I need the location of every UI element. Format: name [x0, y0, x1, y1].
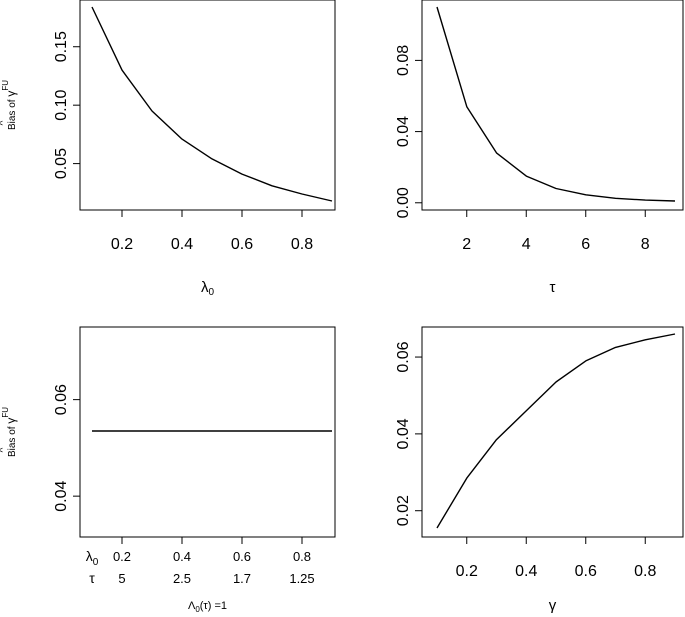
series-line — [436, 333, 676, 529]
extra-axis-row-value: 2.5 — [173, 571, 191, 586]
y-tick-label: 0.04 — [53, 480, 70, 511]
y-tick-label: 0.06 — [395, 341, 412, 372]
y-tick-label: 0.04 — [395, 418, 412, 449]
plot-frame — [421, 0, 684, 211]
y-tick-label: 0.08 — [395, 45, 412, 76]
x-tick-label: 8 — [641, 236, 650, 253]
y-tick-label: 0.00 — [395, 187, 412, 218]
extra-axis-row-value: 0.4 — [173, 549, 191, 564]
x-tick-label: 2 — [462, 236, 471, 253]
y-axis-hat: ^ — [0, 120, 9, 125]
extra-axis-row-value: 1.25 — [289, 571, 314, 586]
y-tick-label: 0.05 — [53, 148, 70, 179]
y-axis-label: Bias of γFU — [1, 407, 18, 457]
extra-axis-row-value: 0.8 — [293, 549, 311, 564]
x-tick-label: 0.8 — [634, 563, 656, 580]
y-tick-label: 0.06 — [53, 384, 70, 415]
y-axis-hat: ^ — [0, 447, 9, 452]
x-tick-label: 0.6 — [575, 563, 597, 580]
y-tick-label: 0.15 — [53, 31, 70, 62]
extra-axis-row-value: 1.7 — [233, 571, 251, 586]
x-tick-label: 0.4 — [171, 236, 193, 253]
y-tick-label: 0.04 — [395, 116, 412, 147]
x-tick-label: 0.2 — [111, 236, 133, 253]
x-axis-label: λ0 — [201, 279, 215, 298]
extra-axis-row-label: λ0 — [86, 548, 99, 568]
extra-axis-row-value: 0.6 — [233, 549, 251, 564]
plot-frame — [79, 0, 336, 211]
x-axis-label: τ — [550, 279, 556, 296]
plot-frame — [421, 326, 684, 538]
x-tick-label: 0.2 — [456, 563, 478, 580]
plot-frame — [79, 326, 336, 538]
y-tick-label: 0.02 — [395, 495, 412, 526]
extra-axis-row-value: 0.2 — [113, 549, 131, 564]
x-tick-label: 0.6 — [231, 236, 253, 253]
panel-3: 0.04 0.06 λ0 0.2 0.4 0.6 0.8 τ 5 2.5 1.7 1.25 Λ0(τ) … — [0, 326, 336, 614]
panel-4: 0.02 0.04 0.06 0.2 0.4 0.6 0.8 γ — [395, 326, 684, 614]
series-line — [436, 6, 676, 202]
series-line — [91, 6, 333, 202]
x-tick-label: 6 — [581, 236, 590, 253]
x-tick-label: 4 — [522, 236, 531, 253]
x-axis-label: γ — [549, 597, 557, 614]
panel-2: 0.00 0.04 0.08 2 4 6 8 τ — [395, 0, 684, 296]
panel-1: 0.05 0.10 0.15 0.2 0.4 0.6 0.8 λ0 Bias of γFU^ — [0, 0, 336, 298]
extra-axis-row-label: τ — [89, 570, 95, 586]
x-axis-label: Λ0(τ) =1 — [188, 600, 227, 614]
extra-axis-row-value: 5 — [118, 571, 125, 586]
y-tick-label: 0.10 — [53, 89, 70, 120]
x-tick-label: 0.8 — [291, 236, 313, 253]
y-axis-label: Bias of γFU — [1, 80, 18, 130]
x-tick-label: 0.4 — [515, 563, 537, 580]
